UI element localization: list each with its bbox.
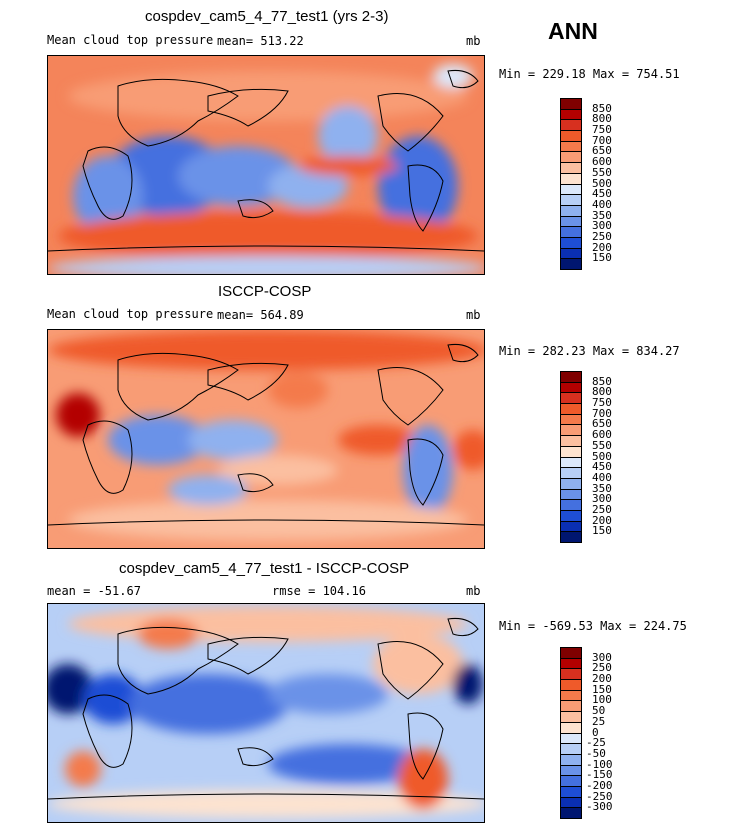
panel-3-minmax: Min = -569.53 Max = 224.75 — [499, 619, 687, 633]
panel-1-map — [47, 55, 485, 275]
panel-2-colorbar-labels: 850 800 750 700 650 600 550 500 450 400 350 300 250 2… — [592, 371, 632, 542]
colorbar-tick-label: 800 — [592, 112, 612, 126]
panel-1-minmax: Min = 229.18 Max = 754.51 — [499, 67, 680, 81]
panel-1-mean-label: mean= 513.22 — [217, 34, 304, 48]
colorbar-tick-label: 150 — [592, 682, 612, 696]
colorbar-swatch — [560, 807, 582, 819]
colorbar-tick-label: 200 — [592, 513, 612, 527]
panel-1-colorbar — [560, 98, 582, 270]
colorbar-tick-label: -25 — [586, 736, 606, 750]
colorbar-tick-label: -50 — [586, 746, 606, 760]
colorbar-tick-label: -100 — [586, 757, 613, 771]
panel-1-title: cospdev_cam5_4_77_test1 (yrs 2-3) — [145, 8, 389, 25]
colorbar-tick-label: 600 — [592, 155, 612, 169]
colorbar-tick-label: 800 — [592, 385, 612, 399]
colorbar-tick-label: 700 — [592, 133, 612, 147]
panel-2-left-label: Mean cloud top pressure — [47, 307, 214, 321]
colorbar-tick-label: 500 — [592, 449, 612, 463]
colorbar-tick-label: 300 — [592, 219, 612, 233]
colorbar-tick-label: 50 — [592, 704, 606, 718]
colorbar-tick-label: 750 — [592, 396, 612, 410]
colorbar-tick-label: 650 — [592, 144, 612, 158]
panel-2-minmax: Min = 282.23 Max = 834.27 — [499, 344, 680, 358]
colorbar-swatch — [560, 531, 582, 543]
colorbar-tick-label: -200 — [586, 778, 613, 792]
colorbar-tick-label: 150 — [592, 251, 612, 265]
colorbar-tick-label: 400 — [592, 470, 612, 484]
colorbar-tick-label: 600 — [592, 428, 612, 442]
colorbar-tick-label: 0 — [592, 725, 599, 739]
colorbar-tick-label: 250 — [592, 229, 612, 243]
colorbar-tick-label: -300 — [586, 800, 613, 814]
panel-3-left-label: mean = -51.67 — [47, 584, 141, 598]
panel-1-colorbar-labels: 850 800 750 700 650 600 550 500 450 400 350 300 250 2… — [592, 98, 632, 269]
colorbar-tick-label: -250 — [586, 789, 613, 803]
panel-3-mean-label: rmse = 104.16 — [272, 584, 366, 598]
colorbar-tick-label: 100 — [592, 693, 612, 707]
colorbar-tick-label: 350 — [592, 208, 612, 222]
colorbar-swatch — [560, 258, 582, 270]
colorbar-tick-label: -150 — [586, 768, 613, 782]
panel-2-units: mb — [466, 308, 481, 322]
colorbar-tick-label: 850 — [592, 101, 612, 115]
panel-3-map — [47, 603, 485, 823]
colorbar-tick-label: 400 — [592, 197, 612, 211]
colorbar-tick-label: 150 — [592, 524, 612, 538]
colorbar-tick-label: 850 — [592, 374, 612, 388]
panel-3-title: cospdev_cam5_4_77_test1 - ISCCP-COSP — [119, 560, 410, 577]
colorbar-tick-label: 300 — [592, 650, 612, 664]
colorbar-tick-label: 700 — [592, 406, 612, 420]
colorbar-tick-label: 650 — [592, 417, 612, 431]
panel-1-left-label: Mean cloud top pressure — [47, 33, 214, 47]
colorbar-tick-label: 25 — [592, 714, 606, 728]
panel-2-title: ISCCP-COSP — [218, 283, 312, 300]
colorbar-tick-label: 500 — [592, 176, 612, 190]
colorbar-tick-label: 250 — [592, 661, 612, 675]
colorbar-tick-label: 450 — [592, 187, 612, 201]
panel-1-units: mb — [466, 34, 481, 48]
panel-3-colorbar — [560, 647, 582, 819]
panel-3-colorbar-labels: 300 250 200 150 100 50 25 0 -25 -50 -100 -150 -200 -2… — [586, 647, 632, 818]
colorbar-tick-label: 450 — [592, 460, 612, 474]
colorbar-tick-label: 200 — [592, 672, 612, 686]
colorbar-tick-label: 750 — [592, 123, 612, 137]
panel-2-map — [47, 329, 485, 549]
colorbar-tick-label: 250 — [592, 502, 612, 516]
colorbar-tick-label: 200 — [592, 240, 612, 254]
panel-2-colorbar — [560, 371, 582, 543]
season-label: ANN — [548, 18, 598, 44]
colorbar-tick-label: 300 — [592, 492, 612, 506]
panel-2-mean-label: mean= 564.89 — [217, 308, 304, 322]
colorbar-tick-label: 350 — [592, 481, 612, 495]
colorbar-tick-label: 550 — [592, 438, 612, 452]
colorbar-tick-label: 550 — [592, 165, 612, 179]
panel-3-units: mb — [466, 584, 481, 598]
